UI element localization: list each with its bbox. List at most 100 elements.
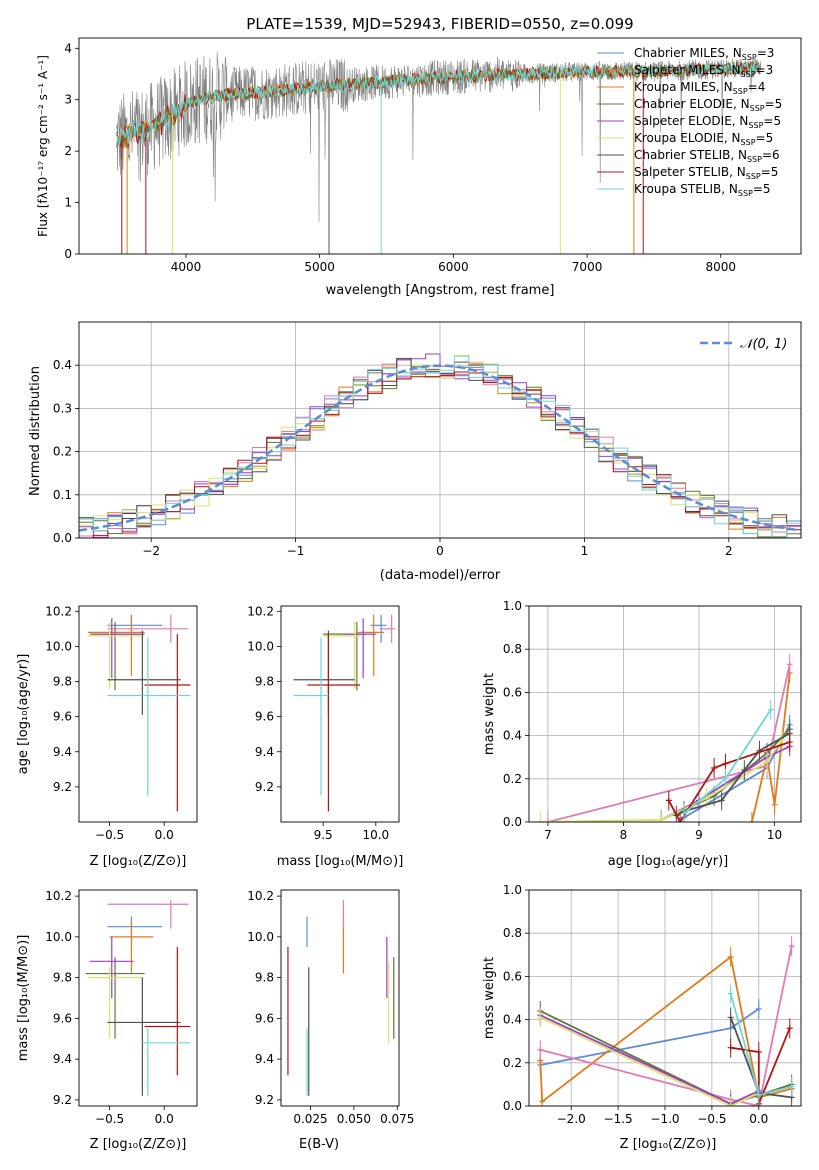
x-tick-label: −1.5: [604, 1112, 633, 1126]
x-tick-label: 6000: [438, 260, 469, 274]
y-tick-label: 0.8: [503, 642, 522, 656]
spectrum-title: PLATE=1539, MJD=52943, FIBERID=0550, z=0…: [246, 15, 633, 33]
z-age-ylabel: age [log₁₀(age/yr)]: [16, 654, 31, 775]
x-tick-label: 0.0: [155, 1112, 174, 1126]
y-tick-label: 0.3: [53, 401, 72, 415]
y-tick-label: 9.8: [255, 675, 274, 689]
axes-frame: [78, 37, 802, 255]
legend-label-main: Kroupa ELODIE, N: [634, 131, 741, 145]
x-tick-label: 9: [695, 828, 703, 842]
legend-label-post: =5: [756, 131, 774, 145]
legend-label: Salpeter MILES, NSSP=3: [634, 63, 773, 79]
y-tick-label: 9.8: [255, 971, 274, 985]
y-tick-label: 0.0: [53, 531, 72, 545]
legend-label-main: Salpeter MILES, N: [634, 63, 741, 77]
y-tick-label: 0.6: [503, 969, 522, 983]
x-tick-label: −1: [287, 544, 305, 558]
legend-label-sub: SSP: [747, 155, 762, 164]
mass-age-xlabel: mass [log₁₀(M/M⊙)]: [277, 854, 404, 869]
legend-label-post: =6: [762, 148, 780, 162]
spectrum-model-line: [115, 61, 761, 148]
x-tick-label: 7: [544, 828, 552, 842]
y-tick-label: 9.8: [53, 675, 72, 689]
y-tick-label: 9.2: [53, 1093, 72, 1107]
mass-age-panel: mass [log₁₀(M/M⊙)] 9.5 10.0 9.2 9.4 9.6 9.8 10…: [247, 604, 403, 869]
z-mass-xlabel: Z [log₁₀(Z/Z⊙)]: [90, 1137, 187, 1152]
weight-line: [675, 732, 791, 817]
y-tick-label: 0: [64, 247, 72, 261]
plot-area: [537, 654, 793, 822]
legend-label: Chabrier STELIB, NSSP=6: [634, 148, 780, 164]
legend-label-sub: SSP: [738, 189, 753, 198]
x-tick-label: 8000: [706, 260, 737, 274]
x-tick-label: 0.0: [749, 1112, 768, 1126]
legend-label-sub: SSP: [750, 104, 765, 113]
legend-label-post: =5: [761, 165, 779, 179]
z-weight-panel: Z [log₁₀(Z/Z⊙)] mass weight −2.0 −1.5 −1.0…: [482, 883, 802, 1152]
y-tick-label: 10.0: [247, 930, 274, 944]
x-tick-label: −0.5: [697, 1112, 726, 1126]
y-tick-label: 9.6: [255, 710, 274, 724]
plot-area: [115, 52, 761, 254]
legend-label-sub: SSP: [741, 70, 756, 79]
y-tick-label: 9.6: [53, 1011, 72, 1025]
x-tick-label: 0: [436, 544, 444, 558]
y-tick-label: 3: [64, 93, 72, 107]
y-tick-label: 0.2: [53, 445, 72, 459]
legend-label: Kroupa ELODIE, NSSP=5: [634, 131, 773, 147]
legend-label: Kroupa STELIB, NSSP=5: [634, 182, 771, 198]
y-tick-label: 9.6: [255, 1011, 274, 1025]
residuals-ylabel: Normed distribution: [28, 366, 43, 496]
weight-line: [539, 1016, 760, 1106]
y-tick-label: 9.4: [255, 745, 274, 759]
legend-label-main: Chabrier STELIB, N: [634, 148, 747, 162]
y-tick-label: 9.2: [53, 780, 72, 794]
y-tick-label: 0.1: [53, 488, 72, 502]
y-tick-label: 0.4: [53, 358, 72, 372]
x-tick-label: 4000: [171, 260, 202, 274]
legend-label-post: =3: [757, 46, 775, 60]
y-tick-label: 9.4: [53, 745, 72, 759]
x-tick-label: 0.025: [293, 1112, 327, 1126]
axes-frame: [78, 321, 802, 539]
plot-area: [293, 614, 395, 812]
y-tick-label: 2: [64, 144, 72, 158]
z-age-panel: Z [log₁₀(Z/Z⊙)] age [log₁₀(age/yr)] −0.5…: [16, 604, 198, 869]
residuals-xlabel: (data-model)/error: [380, 568, 501, 583]
y-tick-label: 1.0: [503, 883, 522, 897]
legend-label-post: =5: [753, 182, 771, 196]
z-weight-ylabel: mass weight: [482, 957, 497, 1039]
x-tick-label: 2: [725, 544, 733, 558]
weight-line: [730, 1027, 791, 1105]
residual-histogram-panel: (data-model)/error Normed distribution −…: [28, 321, 802, 583]
age-weight-panel: age [log₁₀(age/yr)] mass weight 7 8 9 10 0.0…: [482, 599, 802, 869]
y-tick-label: 0.6: [503, 685, 522, 699]
x-tick-label: 1: [581, 544, 589, 558]
y-tick-label: 1: [64, 196, 72, 210]
legend-label-main: Salpeter ELODIE, N: [634, 114, 748, 128]
y-tick-label: 9.8: [53, 971, 72, 985]
legend-label: Kroupa MILES, NSSP=4: [634, 80, 765, 96]
legend-label-sub: SSP: [746, 172, 761, 181]
x-tick-label: 10.0: [362, 828, 389, 842]
y-tick-label: 10.2: [45, 889, 72, 903]
x-tick-label: 7000: [572, 260, 603, 274]
axes-frame: [280, 605, 400, 823]
x-tick-label: −0.5: [95, 1112, 124, 1126]
y-tick-label: 0.2: [503, 772, 522, 786]
spectrum-data-line: [116, 52, 761, 223]
y-tick-label: 4: [64, 41, 72, 55]
plot-area: [79, 353, 801, 538]
z-weight-xlabel: Z [log₁₀(Z/Z⊙)]: [620, 1137, 717, 1152]
y-tick-label: 1.0: [503, 599, 522, 613]
legend-label-main: Chabrier MILES, N: [634, 46, 742, 60]
legend-label-post: =5: [765, 97, 783, 111]
legend-label: 𝒩(0, 1): [740, 337, 787, 352]
axes-frame: [78, 889, 198, 1107]
y-tick-label: 10.2: [45, 604, 72, 618]
x-tick-label: 10: [767, 828, 782, 842]
spectrum-panel: PLATE=1539, MJD=52943, FIBERID=0550, z=0…: [36, 15, 802, 298]
legend-label: Chabrier ELODIE, NSSP=5: [634, 97, 782, 113]
legend-label-post: =5: [763, 114, 781, 128]
gaussian-curve: [79, 364, 799, 532]
